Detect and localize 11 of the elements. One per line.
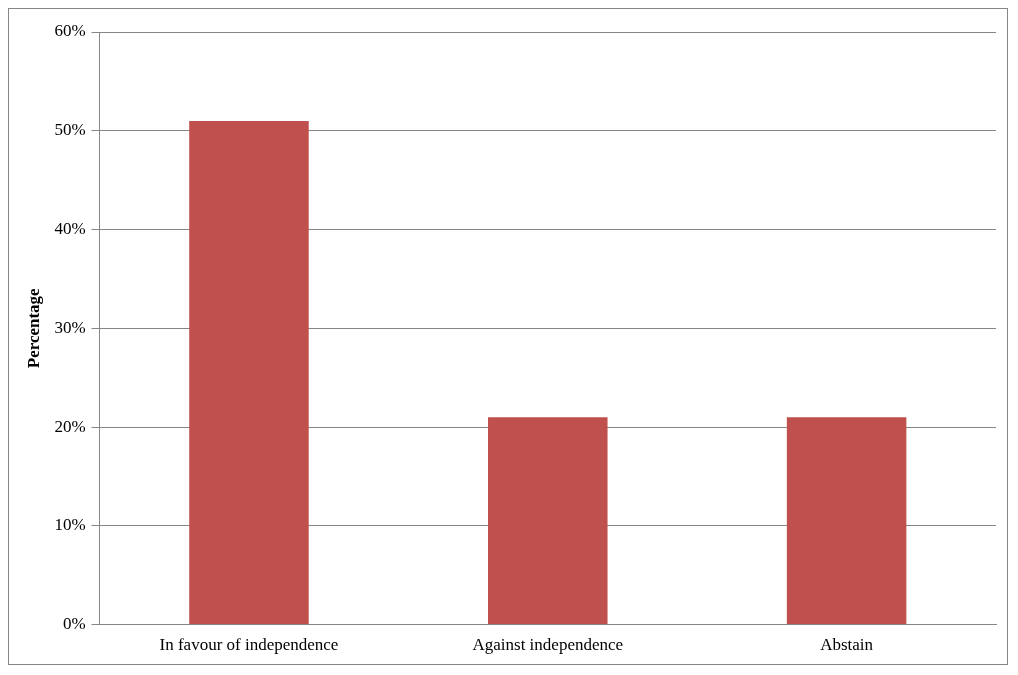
- y-tick-label: 40%: [54, 219, 86, 238]
- y-axis-title: Percentage: [23, 287, 43, 369]
- y-tick-label: 10%: [54, 515, 86, 535]
- y-tick-label: 30%: [54, 317, 86, 337]
- y-tick-label: 50%: [54, 120, 86, 140]
- y-tick-label: 0%: [62, 614, 86, 634]
- x-tick-label: In favour of independence: [159, 635, 339, 655]
- x-tick-label: Abstain: [820, 635, 874, 655]
- y-tick-label: 60%: [54, 21, 86, 41]
- x-tick-label: Against independence: [472, 635, 624, 655]
- y-tick-label: 20%: [54, 416, 86, 436]
